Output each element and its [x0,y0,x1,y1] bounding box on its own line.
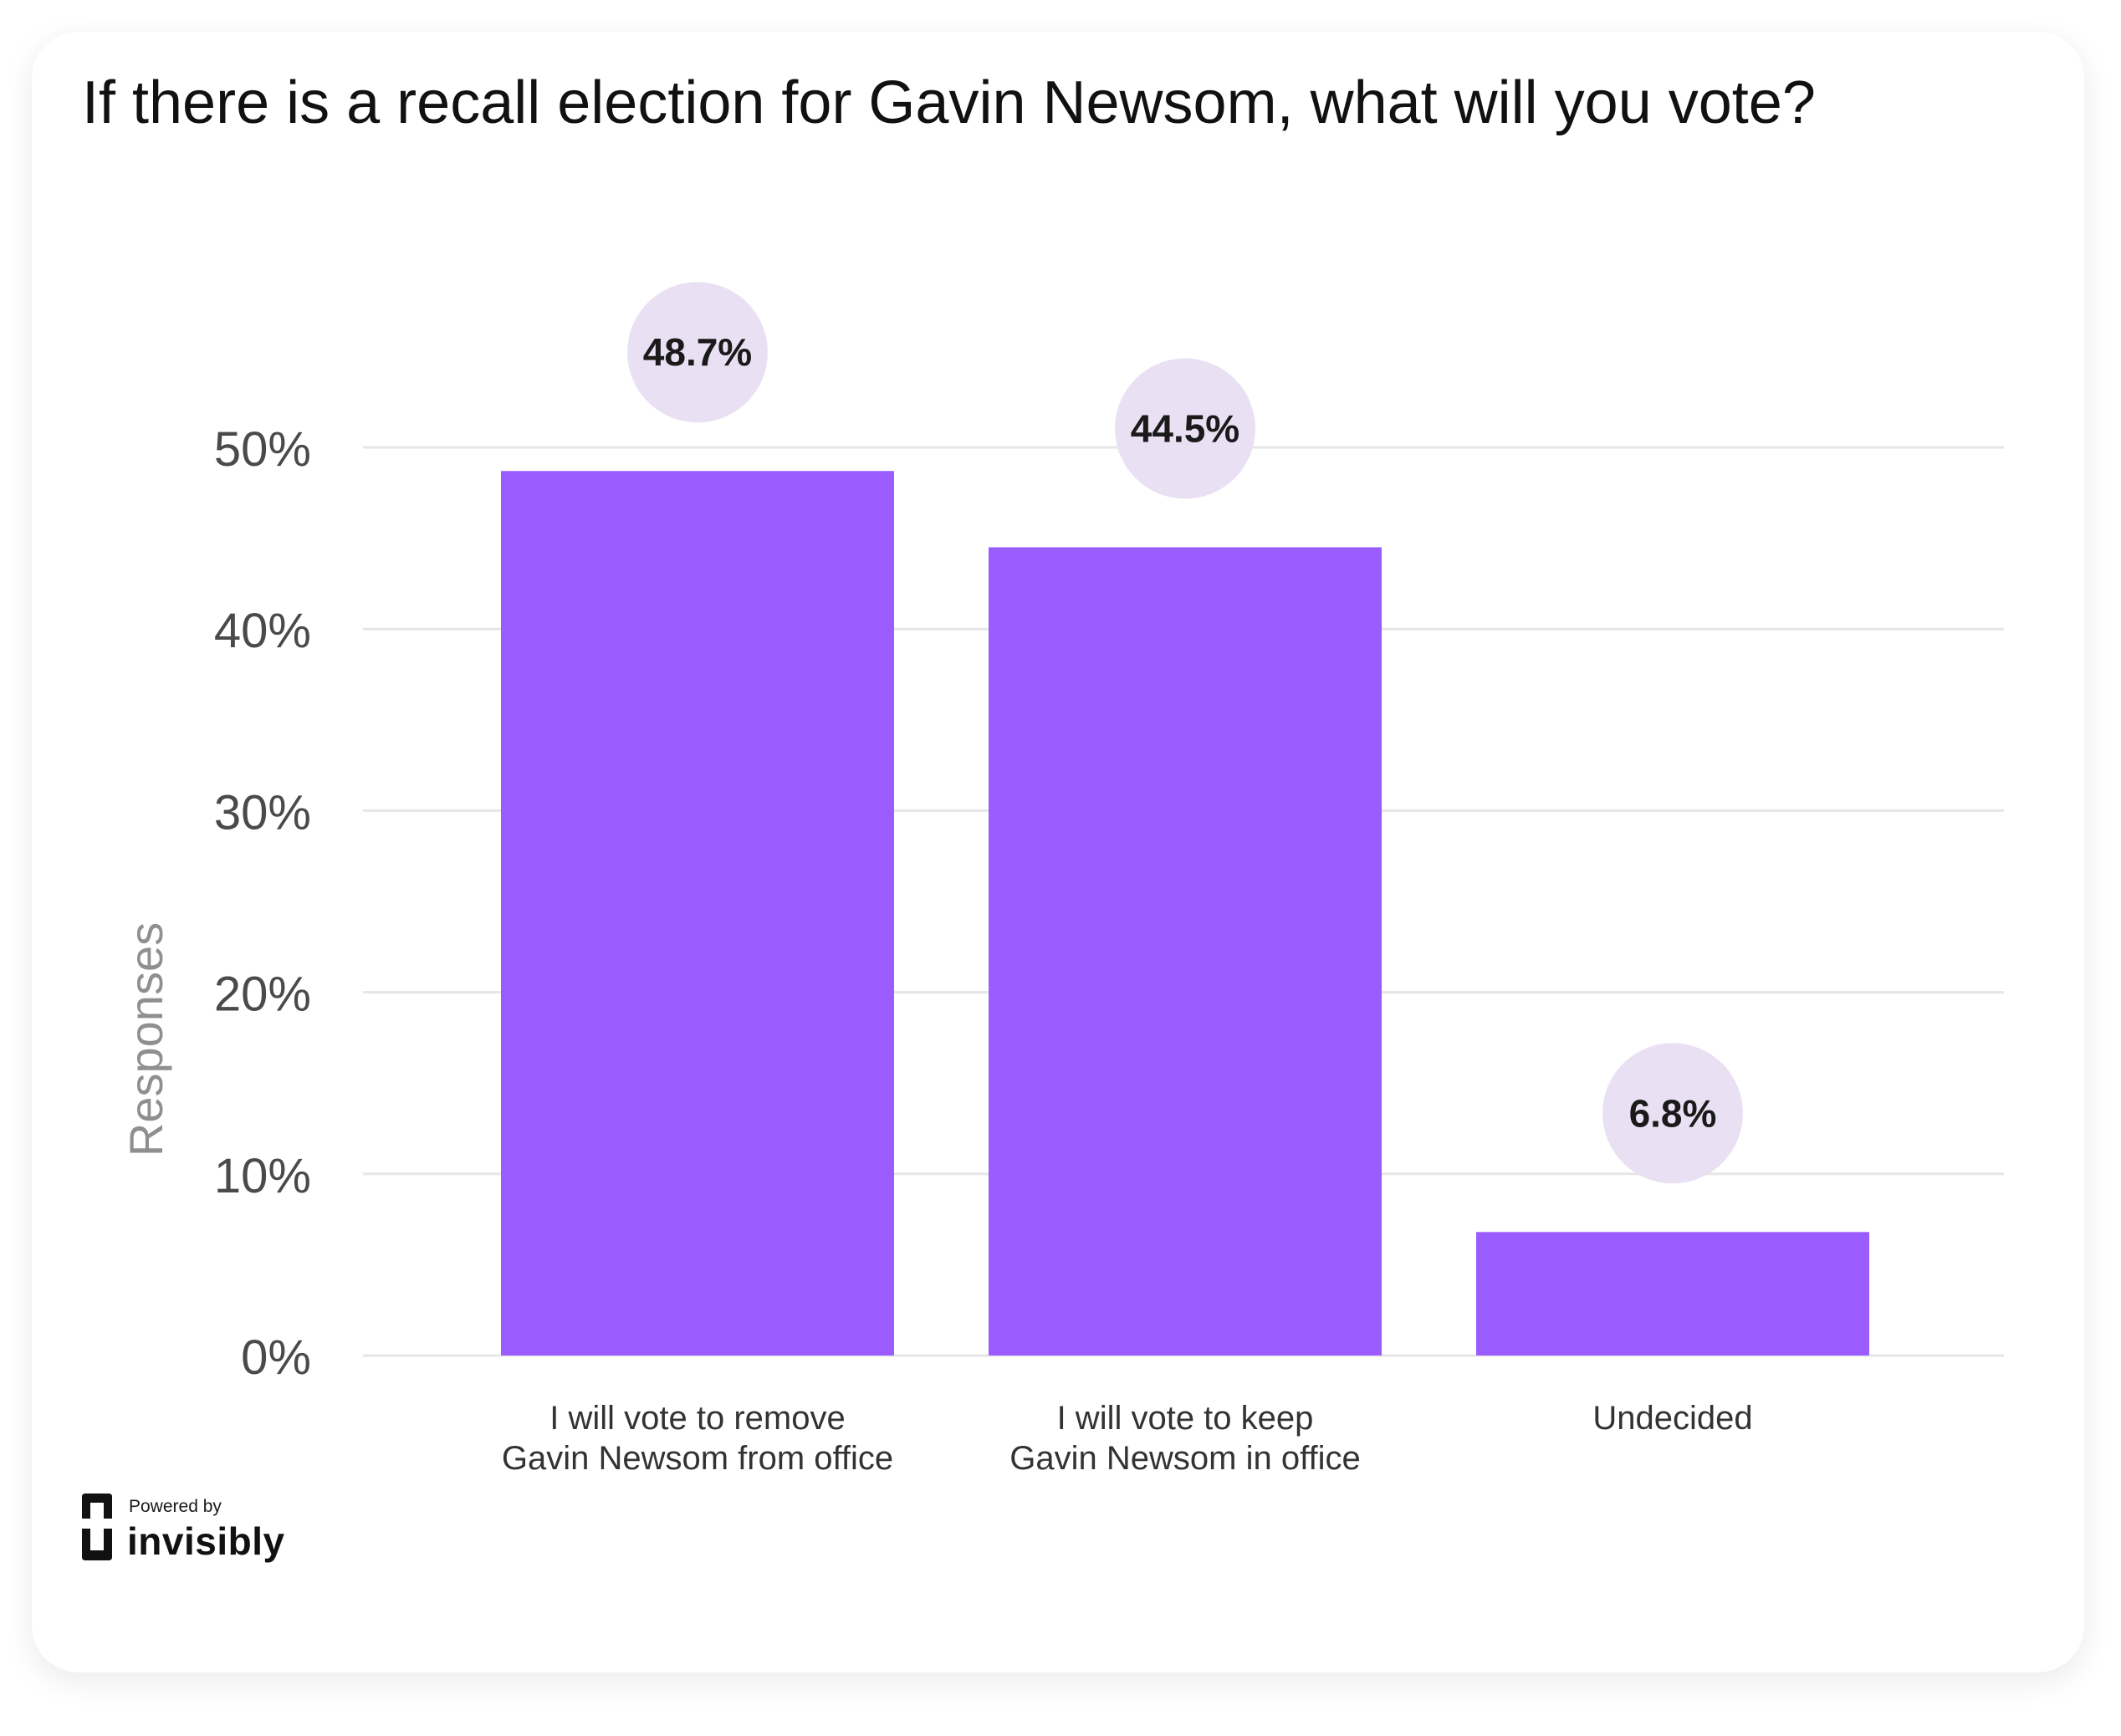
y-tick-label: 20% [214,968,311,1022]
chart-title: If there is a recall election for Gavin … [82,69,1816,136]
x-tick-label: Gavin Newsom from office [502,1440,893,1477]
x-tick-label: Undecided [1592,1400,1752,1437]
bar [1476,1232,1869,1356]
brand-name: invisibly [127,1519,285,1563]
data-label: 44.5% [1131,406,1239,450]
y-tick-label: 30% [214,785,311,840]
x-tick-label: I will vote to keep [1057,1400,1314,1437]
x-tick-label: I will vote to remove [549,1400,845,1437]
y-tick-label: 0% [241,1330,311,1385]
invisibly-logo-icon [82,1493,112,1560]
y-tick-label: 40% [214,604,311,658]
y-axis-label: Responses [120,922,172,1156]
data-label: 48.7% [643,330,752,374]
data-label: 6.8% [1629,1091,1717,1135]
bar [501,471,894,1356]
value-bubble [1602,1043,1743,1184]
bar [989,547,1382,1356]
y-tick-label: 10% [214,1149,311,1203]
powered-by-label: Powered by [129,1497,222,1516]
x-tick-label: Gavin Newsom in office [1009,1440,1360,1477]
y-tick-label: 50% [214,422,311,477]
value-bubble [1115,358,1255,499]
branding: Powered by invisibly [82,1493,350,1569]
value-bubble [627,282,768,423]
